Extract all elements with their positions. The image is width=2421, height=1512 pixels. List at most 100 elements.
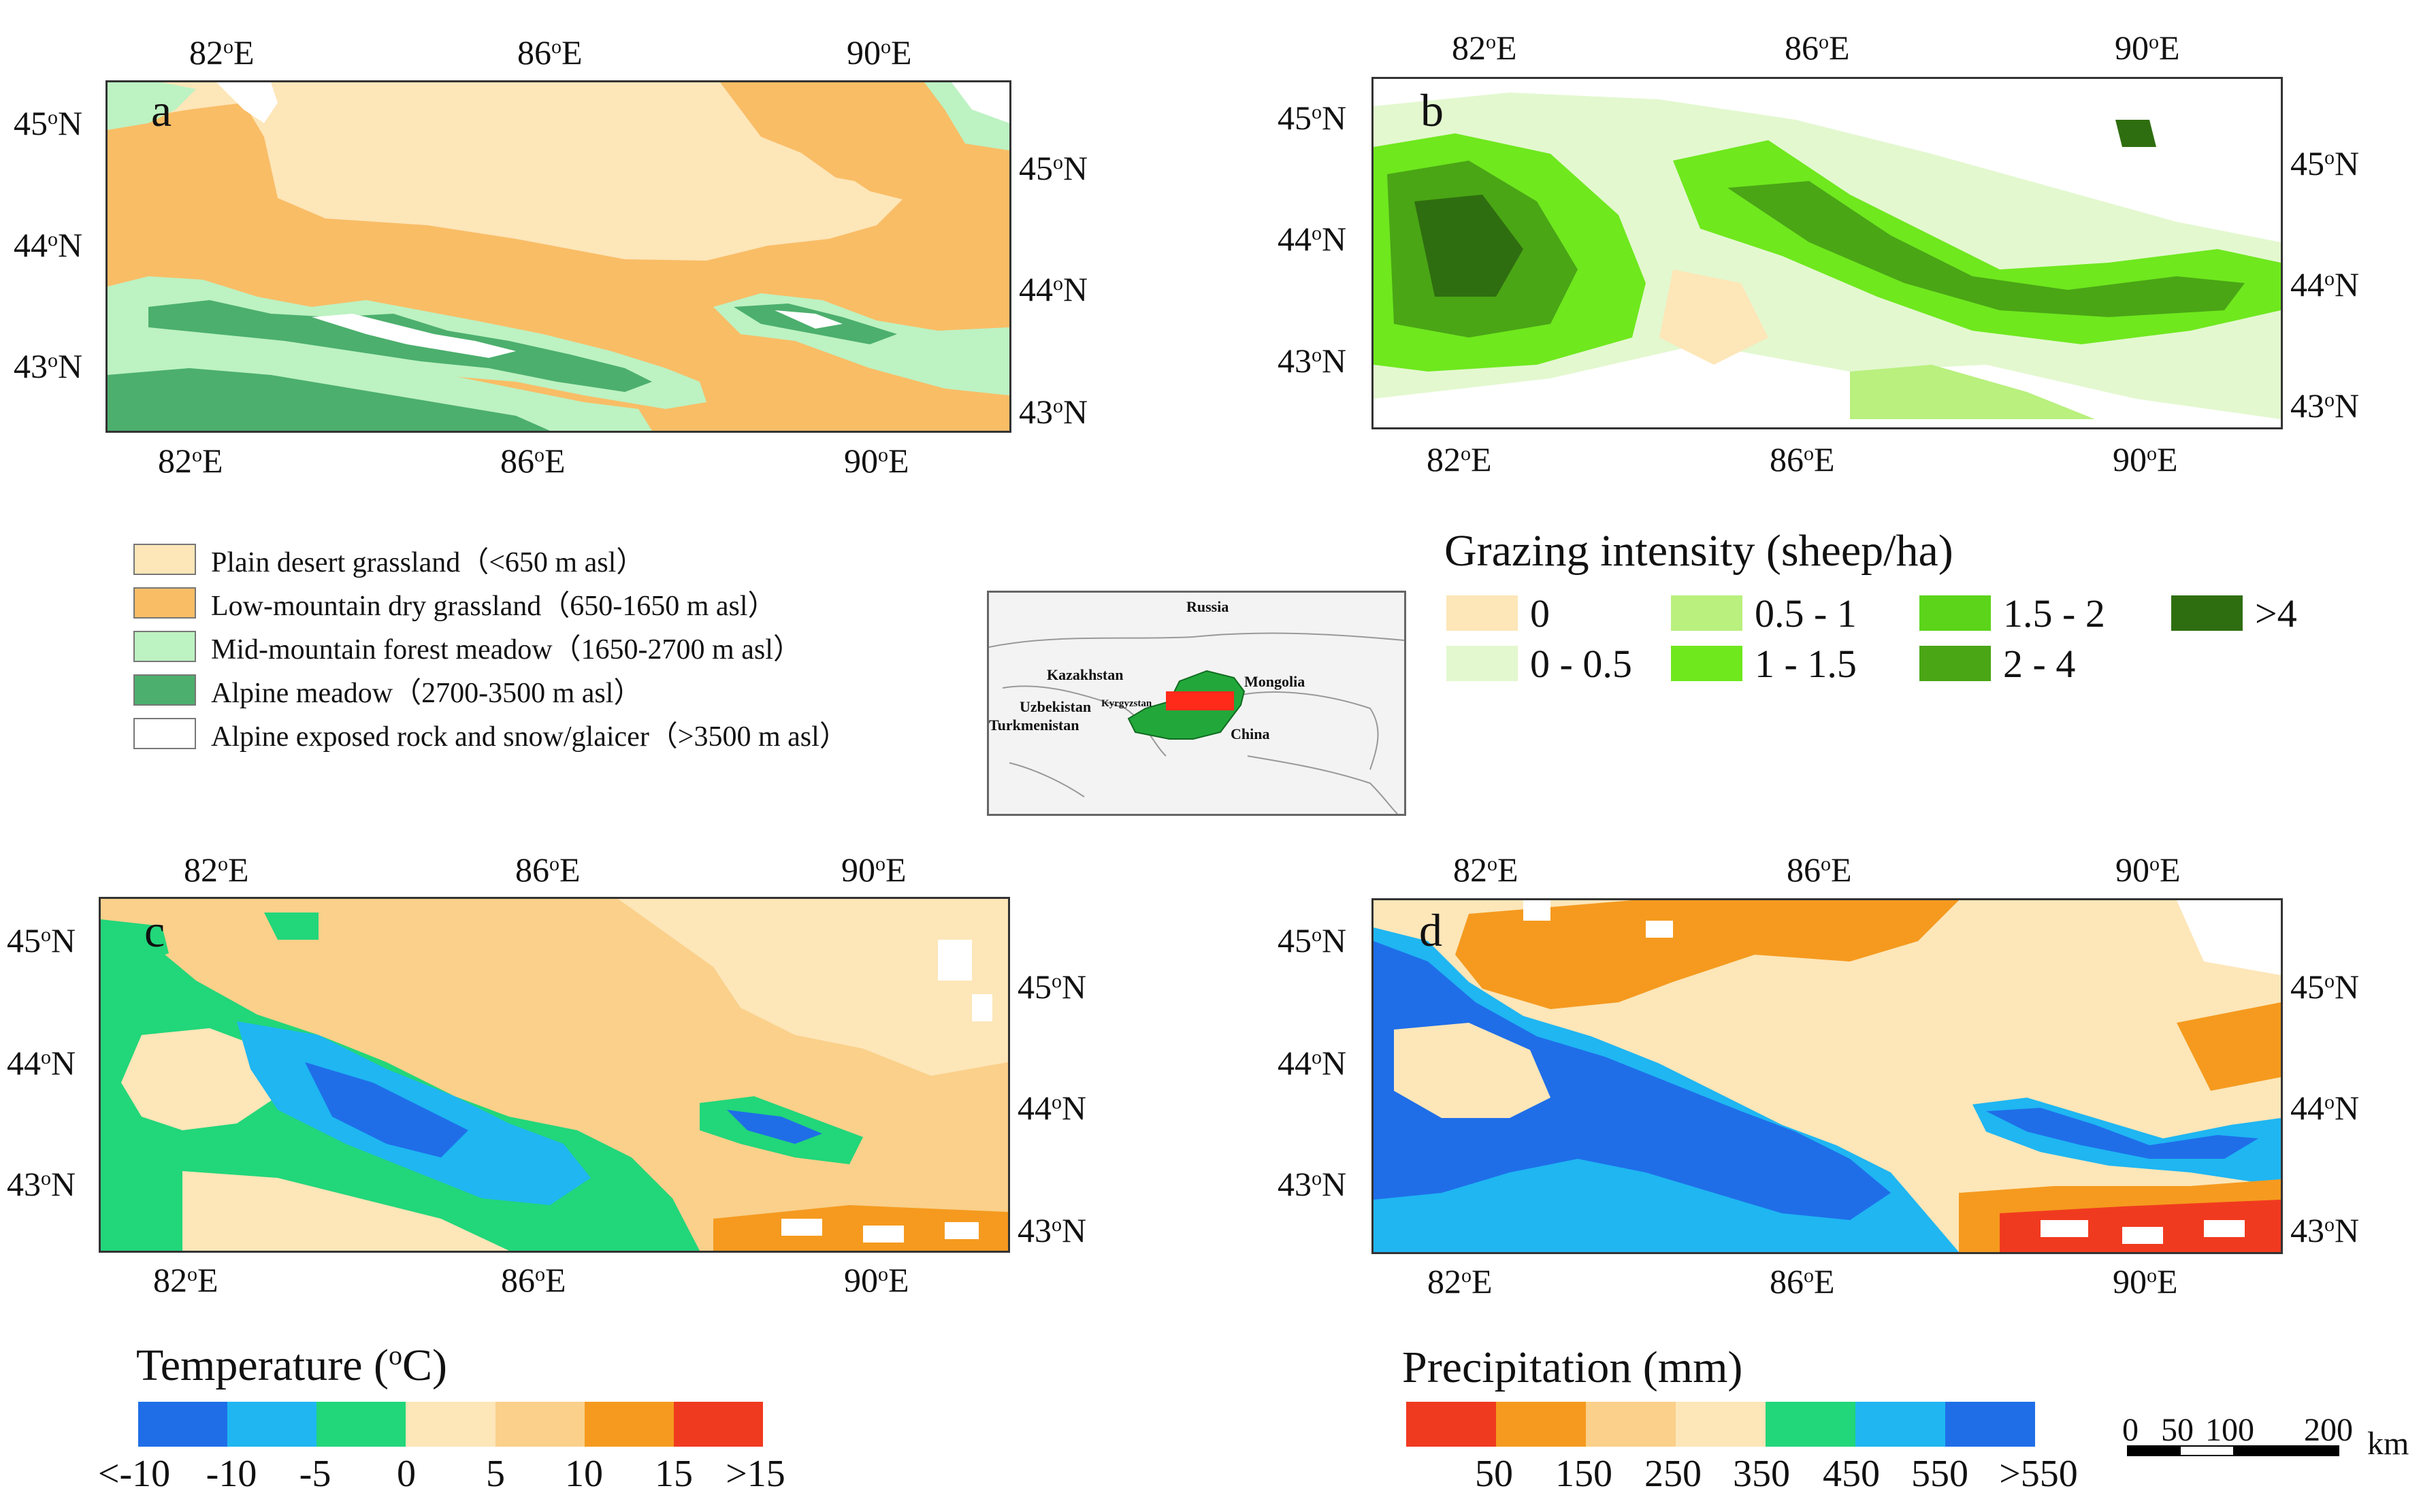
lat-label-left-45-c: 45oN bbox=[7, 921, 76, 959]
lat-label-right-45-c: 45oN bbox=[1018, 968, 1087, 1006]
temp-label-3: 0 bbox=[397, 1453, 416, 1495]
precip-label-2: 250 bbox=[1644, 1453, 1702, 1495]
temperature-map bbox=[101, 899, 1008, 1251]
precip-above-550-east bbox=[1986, 1108, 2258, 1159]
lat-label-left-45: 45oN bbox=[14, 104, 83, 142]
grazing-legend-item-1-1.5: 1 - 1.5 bbox=[1671, 642, 1857, 686]
lon-label-top-86-c: 86oE bbox=[515, 851, 581, 889]
temp-label-6: 15 bbox=[655, 1453, 693, 1495]
lon-label-top-82-d: 82oE bbox=[1453, 851, 1518, 889]
inset-label-kyrgyzstan: Kyrgyzstan bbox=[1101, 698, 1152, 709]
map-panel-c bbox=[99, 897, 1010, 1253]
grazing-south-zone bbox=[1850, 365, 2095, 419]
precip-label-6: >550 bbox=[1999, 1453, 2078, 1495]
temp-below-minus10-east bbox=[727, 1110, 822, 1144]
scale-label-200: 200 bbox=[2304, 1412, 2353, 1448]
lat-label-left-43-b: 43oN bbox=[1278, 342, 1347, 380]
mid-mountain-nw bbox=[108, 82, 196, 130]
lat-label-left-44-c: 44oN bbox=[7, 1044, 76, 1082]
precip-50-150-ne bbox=[2177, 1002, 2281, 1091]
rock-ne bbox=[952, 82, 1009, 123]
grazing-west-dense bbox=[1414, 195, 1523, 297]
legend-item-mid-mountain: Mid-mountain forest meadow（1650-2700 m a… bbox=[133, 629, 802, 665]
map-panel-b bbox=[1371, 77, 2283, 429]
grazing-intensity-map bbox=[1374, 79, 2281, 427]
panel-label-b: b bbox=[1420, 84, 1444, 136]
grazing-legend-item-0-0.5: 0 - 0.5 bbox=[1446, 642, 1632, 686]
precip-label-0: 50 bbox=[1475, 1453, 1513, 1495]
study-area-marker bbox=[1166, 691, 1234, 710]
precipitation-colorbar bbox=[1406, 1402, 2035, 1447]
temp-minus5-0-n bbox=[264, 913, 319, 940]
lon-label-top-90-b: 90oE bbox=[2115, 29, 2180, 67]
grazing-legend-item-gt4: >4 bbox=[2171, 591, 2297, 636]
legend-item-alpine-meadow: Alpine meadow（2700-3500 m asl） bbox=[133, 672, 642, 709]
temperature-colorbar bbox=[138, 1402, 763, 1447]
scale-bar-graphic bbox=[2127, 1445, 2339, 1456]
temp-minus5-0-nw bbox=[101, 919, 169, 967]
lon-label-bottom-86: 86oE bbox=[500, 442, 566, 480]
lon-label-bottom-82: 82oE bbox=[158, 442, 223, 480]
temp-0-5-south bbox=[182, 1171, 509, 1251]
lon-label-bottom-86-b: 86oE bbox=[1770, 440, 1835, 478]
inset-label-mongolia: Mongolia bbox=[1244, 673, 1305, 690]
scale-label-0: 0 bbox=[2122, 1412, 2139, 1448]
locator-inset-drawing bbox=[989, 632, 1404, 814]
lon-label-bottom-86-d: 86oE bbox=[1770, 1262, 1835, 1300]
locator-inset-map: Russia Kazakhstan Mongolia Uzbekistan Ky… bbox=[987, 591, 1406, 816]
panel-label-a: a bbox=[151, 84, 172, 136]
lat-label-right-44: 44oN bbox=[1019, 270, 1088, 308]
inset-label-russia: Russia bbox=[1186, 598, 1229, 615]
alpine-meadow-belt bbox=[148, 300, 652, 392]
temp-swatch-4 bbox=[406, 1402, 495, 1447]
panel-label-d: d bbox=[1419, 904, 1442, 956]
temp-swatch-1 bbox=[138, 1402, 228, 1447]
precipitation-legend-title: Precipitation (mm) bbox=[1402, 1343, 1743, 1392]
inset-label-china: China bbox=[1231, 725, 1270, 742]
temp-label-5: 10 bbox=[565, 1453, 603, 1495]
precip-swatch-6 bbox=[1855, 1402, 1945, 1447]
legend-item-low-mountain: Low-mountain dry grassland（650-1650 m as… bbox=[133, 585, 777, 622]
precip-missing-n bbox=[1523, 900, 1673, 938]
inset-label-kazakhstan: Kazakhstan bbox=[1047, 666, 1124, 683]
temperature-legend-title: Temperature (oC) bbox=[136, 1340, 447, 1390]
precipitation-map bbox=[1374, 900, 2281, 1252]
temp-label-7: >15 bbox=[726, 1453, 785, 1495]
map-panel-d bbox=[1371, 898, 2283, 1254]
temp-swatch-3 bbox=[316, 1402, 406, 1447]
temp-0-5-ne bbox=[618, 899, 1008, 1076]
temp-10-15-south bbox=[713, 1205, 1008, 1251]
lat-label-left-45-d: 45oN bbox=[1278, 921, 1347, 959]
grazing-legend-item-0: 0 bbox=[1446, 591, 1550, 636]
legend-item-plain-desert: Plain desert grassland（<650 m asl） bbox=[133, 542, 645, 578]
lat-label-left-44: 44oN bbox=[14, 226, 83, 264]
temp-label-4: 5 bbox=[486, 1453, 505, 1495]
lat-label-left-44-d: 44oN bbox=[1278, 1044, 1347, 1082]
alpine-meadow-south bbox=[108, 368, 550, 431]
lon-label-bottom-90-c: 90oE bbox=[844, 1261, 909, 1299]
lon-label-bottom-90-d: 90oE bbox=[2113, 1262, 2178, 1300]
scale-unit: km bbox=[2367, 1426, 2409, 1462]
panel-label-c: c bbox=[144, 905, 165, 957]
lon-label-bottom-90-b: 90oE bbox=[2113, 440, 2178, 478]
lon-label-top-86: 86oE bbox=[517, 33, 583, 71]
temp-missing-cells bbox=[781, 1219, 979, 1243]
precip-label-5: 550 bbox=[1911, 1453, 1968, 1495]
lat-label-right-44-c: 44oN bbox=[1018, 1089, 1087, 1127]
lon-label-top-86-b: 86oE bbox=[1785, 29, 1850, 67]
grazing-legend-item-0.5-1: 0.5 - 1 bbox=[1671, 591, 1857, 636]
precip-label-4: 450 bbox=[1823, 1453, 1880, 1495]
lat-label-right-45: 45oN bbox=[1019, 149, 1088, 187]
snow-glacier-area bbox=[312, 314, 516, 358]
lat-label-right-43-c: 43oN bbox=[1018, 1211, 1087, 1249]
map-panel-a bbox=[105, 80, 1011, 433]
lat-label-left-43-d: 43oN bbox=[1278, 1165, 1347, 1203]
lat-label-right-43-b: 43oN bbox=[2290, 387, 2360, 425]
grazing-ne-patch bbox=[2115, 120, 2156, 147]
temp-swatch-5 bbox=[495, 1402, 585, 1447]
lat-label-right-43: 43oN bbox=[1019, 393, 1088, 431]
lat-label-right-44-b: 44oN bbox=[2290, 265, 2360, 303]
legend-item-alpine-rock: Alpine exposed rock and snow/glaicer（>35… bbox=[133, 716, 848, 753]
lon-label-top-82-c: 82oE bbox=[184, 851, 249, 889]
temp-label-0: <-10 bbox=[97, 1453, 171, 1495]
